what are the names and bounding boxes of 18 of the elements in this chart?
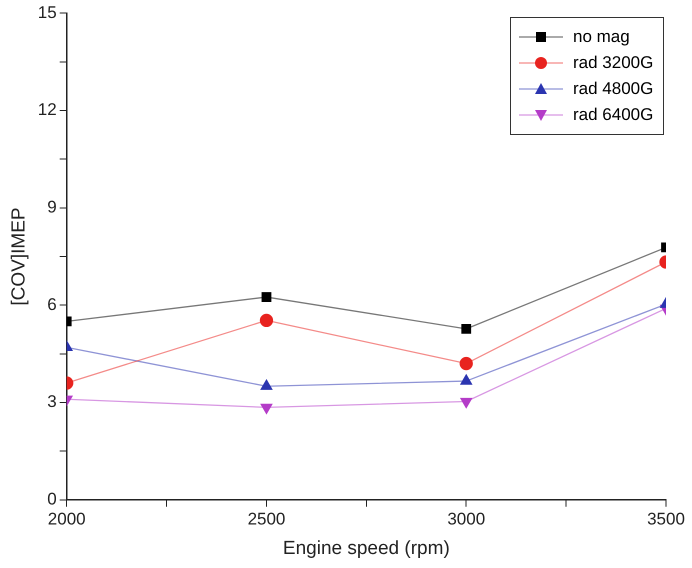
- legend-label: rad 4800G: [573, 79, 654, 100]
- x-tick-label: 3500: [647, 510, 685, 529]
- legend-label: rad 3200G: [573, 53, 654, 74]
- y-tick-label: 3: [47, 392, 57, 412]
- y-tick-label: 12: [38, 100, 57, 120]
- point: [260, 404, 272, 414]
- y-tick-label: 9: [47, 198, 57, 217]
- y-axis-title: [COV]IMEP: [8, 207, 30, 306]
- y-tick-label: 0: [47, 489, 57, 508]
- legend-label: no mag: [573, 27, 630, 48]
- y-tick-label: 6: [47, 294, 57, 314]
- legend-label: rad 6400G: [573, 105, 654, 126]
- point: [460, 398, 472, 408]
- x-tick-label: 2000: [48, 510, 86, 529]
- x-axis-title: Engine speed (rpm): [282, 538, 450, 559]
- x-tick-label: 2500: [248, 510, 286, 529]
- y-tick-label: 15: [38, 2, 57, 22]
- x-tick-label: 3000: [447, 510, 486, 529]
